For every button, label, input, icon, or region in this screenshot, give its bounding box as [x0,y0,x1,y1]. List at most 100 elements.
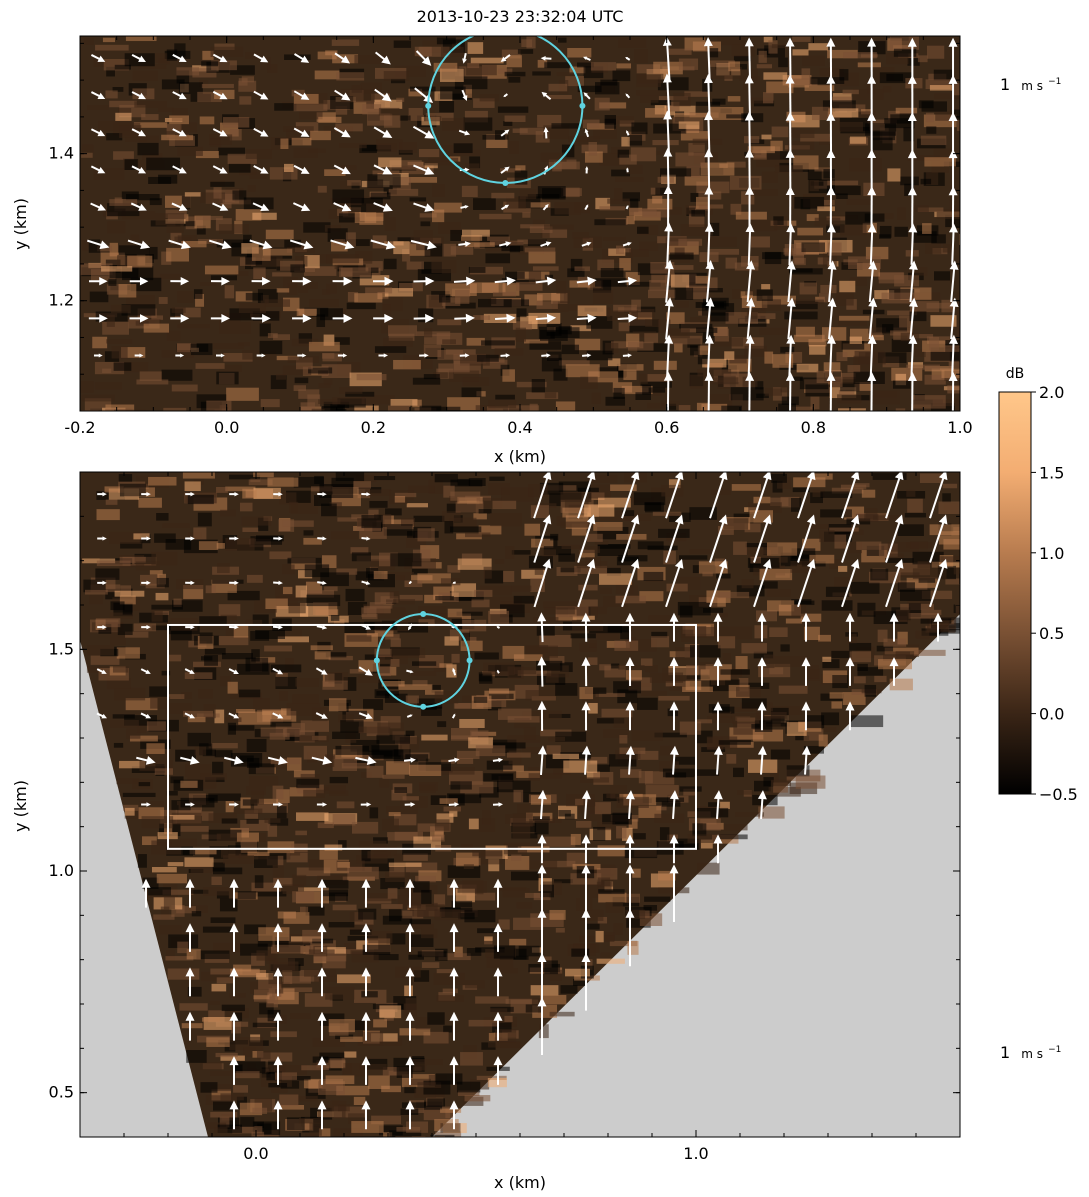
bottom-wind-vector-head [581,701,591,711]
reflectivity-cell [759,568,793,581]
bottom-wind-vector-head [273,923,283,933]
reflectivity-cell [347,935,379,941]
reflectivity-cell [907,155,940,161]
reflectivity-cell [221,1004,245,1012]
reflectivity-cell [891,338,914,353]
reflectivity-cell [349,929,372,935]
reflectivity-cell [595,930,604,943]
reflectivity-cell [638,770,653,784]
reflectivity-cell [696,402,710,411]
reflectivity-cell [265,1064,287,1073]
reflectivity-cell [799,377,829,390]
reflectivity-cell [786,722,807,736]
reflectivity-cell [678,555,708,560]
reflectivity-cell [503,121,513,126]
bottom-wind-vector-head [757,701,767,711]
reflectivity-cell [435,1073,463,1085]
reflectivity-cell [222,717,242,723]
reflectivity-cell [386,761,411,775]
reflectivity-cell [758,50,767,63]
reflectivity-cell [647,402,666,409]
reflectivity-cell [604,665,626,678]
reflectivity-cell [696,862,720,875]
reflectivity-cell [418,870,442,882]
reflectivity-cell [303,789,326,799]
reflectivity-cell [417,698,443,709]
top-wind-vector [746,302,752,340]
reflectivity-cell [113,151,134,160]
reflectivity-cell [210,917,236,923]
reflectivity-cell [266,1071,282,1081]
reflectivity-cell [476,1075,507,1080]
reflectivity-cell [590,62,617,71]
bottom-wind-vector-head [361,1011,371,1021]
reflectivity-cell [412,680,428,686]
reflectivity-cell [574,338,601,351]
reflectivity-cell [112,666,129,673]
reflectivity-cell [628,819,638,829]
reflectivity-cell [889,678,913,691]
reflectivity-cell [280,138,289,150]
reflectivity-cell [394,496,406,503]
bottom-wind-vector-head [189,669,195,674]
bottom-wind-vector [760,751,764,775]
reflectivity-cell [162,523,190,528]
reflectivity-cell [431,406,461,411]
reflectivity-cell [305,581,323,594]
reflectivity-cell [595,692,626,697]
reflectivity-cell [468,818,479,830]
reflectivity-cell [588,141,598,156]
reflectivity-cell [292,891,315,903]
reflectivity-cell [120,585,131,596]
reflectivity-cell [577,305,607,317]
reflectivity-cell [397,622,429,633]
top-wind-vector-head [219,129,228,137]
reflectivity-cell [633,833,646,840]
top-wind-vector-head [300,55,310,63]
reflectivity-cell [412,377,441,385]
top-wind-vector [746,265,752,303]
reflectivity-cell [464,110,488,123]
bottom-wind-vector-head [449,878,459,888]
bottom-wind-vector [709,563,726,608]
reflectivity-cell [440,1123,461,1133]
reflectivity-cell [707,60,736,67]
reflectivity-cell [687,834,721,843]
reflectivity-cell [374,346,407,353]
reflectivity-cell [695,101,721,106]
reflectivity-cell [540,329,568,341]
reflectivity-cell [717,591,750,599]
reflectivity-cell [434,473,458,483]
reflectivity-cell [385,1136,407,1137]
reflectivity-cell [453,702,471,709]
reflectivity-cell [597,845,626,857]
reflectivity-cell [665,681,690,687]
reflectivity-cell [634,49,648,63]
top-wind-vector [665,302,671,340]
reflectivity-cell [378,157,402,168]
reflectivity-cell [838,565,848,572]
bottom-wind-vector-head [408,626,412,631]
reflectivity-cell [377,722,404,735]
reflectivity-cell [448,794,482,804]
bottom-wind-vector-head [718,514,728,525]
reflectivity-cell [444,636,459,646]
reflectivity-cell [383,115,401,128]
top-wind-vector-head [587,353,592,358]
reflectivity-cell [579,546,601,554]
reflectivity-cell [171,307,186,313]
reflectivity-cell [109,612,134,619]
top-wind-vector-head [425,313,435,323]
bottom-reference-exponent: −1 [1048,1045,1061,1055]
top-wind-vector-head [584,128,589,133]
reflectivity-cell [522,747,551,754]
reflectivity-cell [394,831,424,841]
bottom-wind-vector [841,519,858,563]
reflectivity-cell [702,78,713,92]
top-wind-vector [951,228,955,265]
reflectivity-cell [500,168,521,173]
reflectivity-cell [300,720,329,732]
reflectivity-cell [325,1075,355,1085]
reflectivity-cell [836,352,848,362]
reflectivity-cell [502,369,515,382]
